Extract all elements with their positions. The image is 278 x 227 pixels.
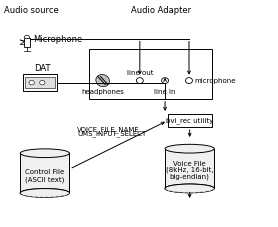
Text: Audio source: Audio source (4, 6, 58, 15)
Bar (165, 149, 214, 188)
Text: line in: line in (154, 89, 176, 95)
Bar (89, 49, 212, 99)
Text: Control File: Control File (25, 169, 64, 175)
Circle shape (185, 78, 192, 84)
Ellipse shape (165, 144, 214, 153)
Ellipse shape (20, 189, 70, 197)
Text: Voice File: Voice File (173, 161, 206, 167)
Ellipse shape (165, 184, 214, 193)
Text: big-endian): big-endian) (170, 173, 210, 180)
Circle shape (136, 78, 143, 84)
Text: Audio Adapter: Audio Adapter (131, 6, 191, 15)
Bar (20, 153, 70, 193)
Bar (23, 74, 58, 91)
Circle shape (29, 80, 34, 85)
Bar (168, 114, 212, 127)
Ellipse shape (20, 189, 70, 197)
Ellipse shape (96, 74, 110, 87)
Text: DAT: DAT (34, 64, 51, 73)
Bar (25, 77, 55, 88)
Bar (24, 38, 29, 47)
Ellipse shape (20, 149, 70, 158)
Text: Microphone: Microphone (34, 35, 83, 44)
Text: (ASCII text): (ASCII text) (25, 176, 64, 183)
Text: (8kHz, 16-bit,: (8kHz, 16-bit, (166, 167, 214, 173)
Text: bvi_rec utility: bvi_rec utility (166, 117, 213, 124)
Text: microphone: microphone (194, 78, 236, 84)
Text: headphones: headphones (81, 89, 124, 95)
Text: UMS_INPUT_SELECT: UMS_INPUT_SELECT (77, 131, 147, 137)
Text: line out: line out (126, 70, 153, 76)
Circle shape (162, 78, 168, 84)
Ellipse shape (165, 184, 214, 193)
Circle shape (40, 80, 45, 85)
Text: VOICE_FILE_NAME: VOICE_FILE_NAME (77, 126, 140, 133)
